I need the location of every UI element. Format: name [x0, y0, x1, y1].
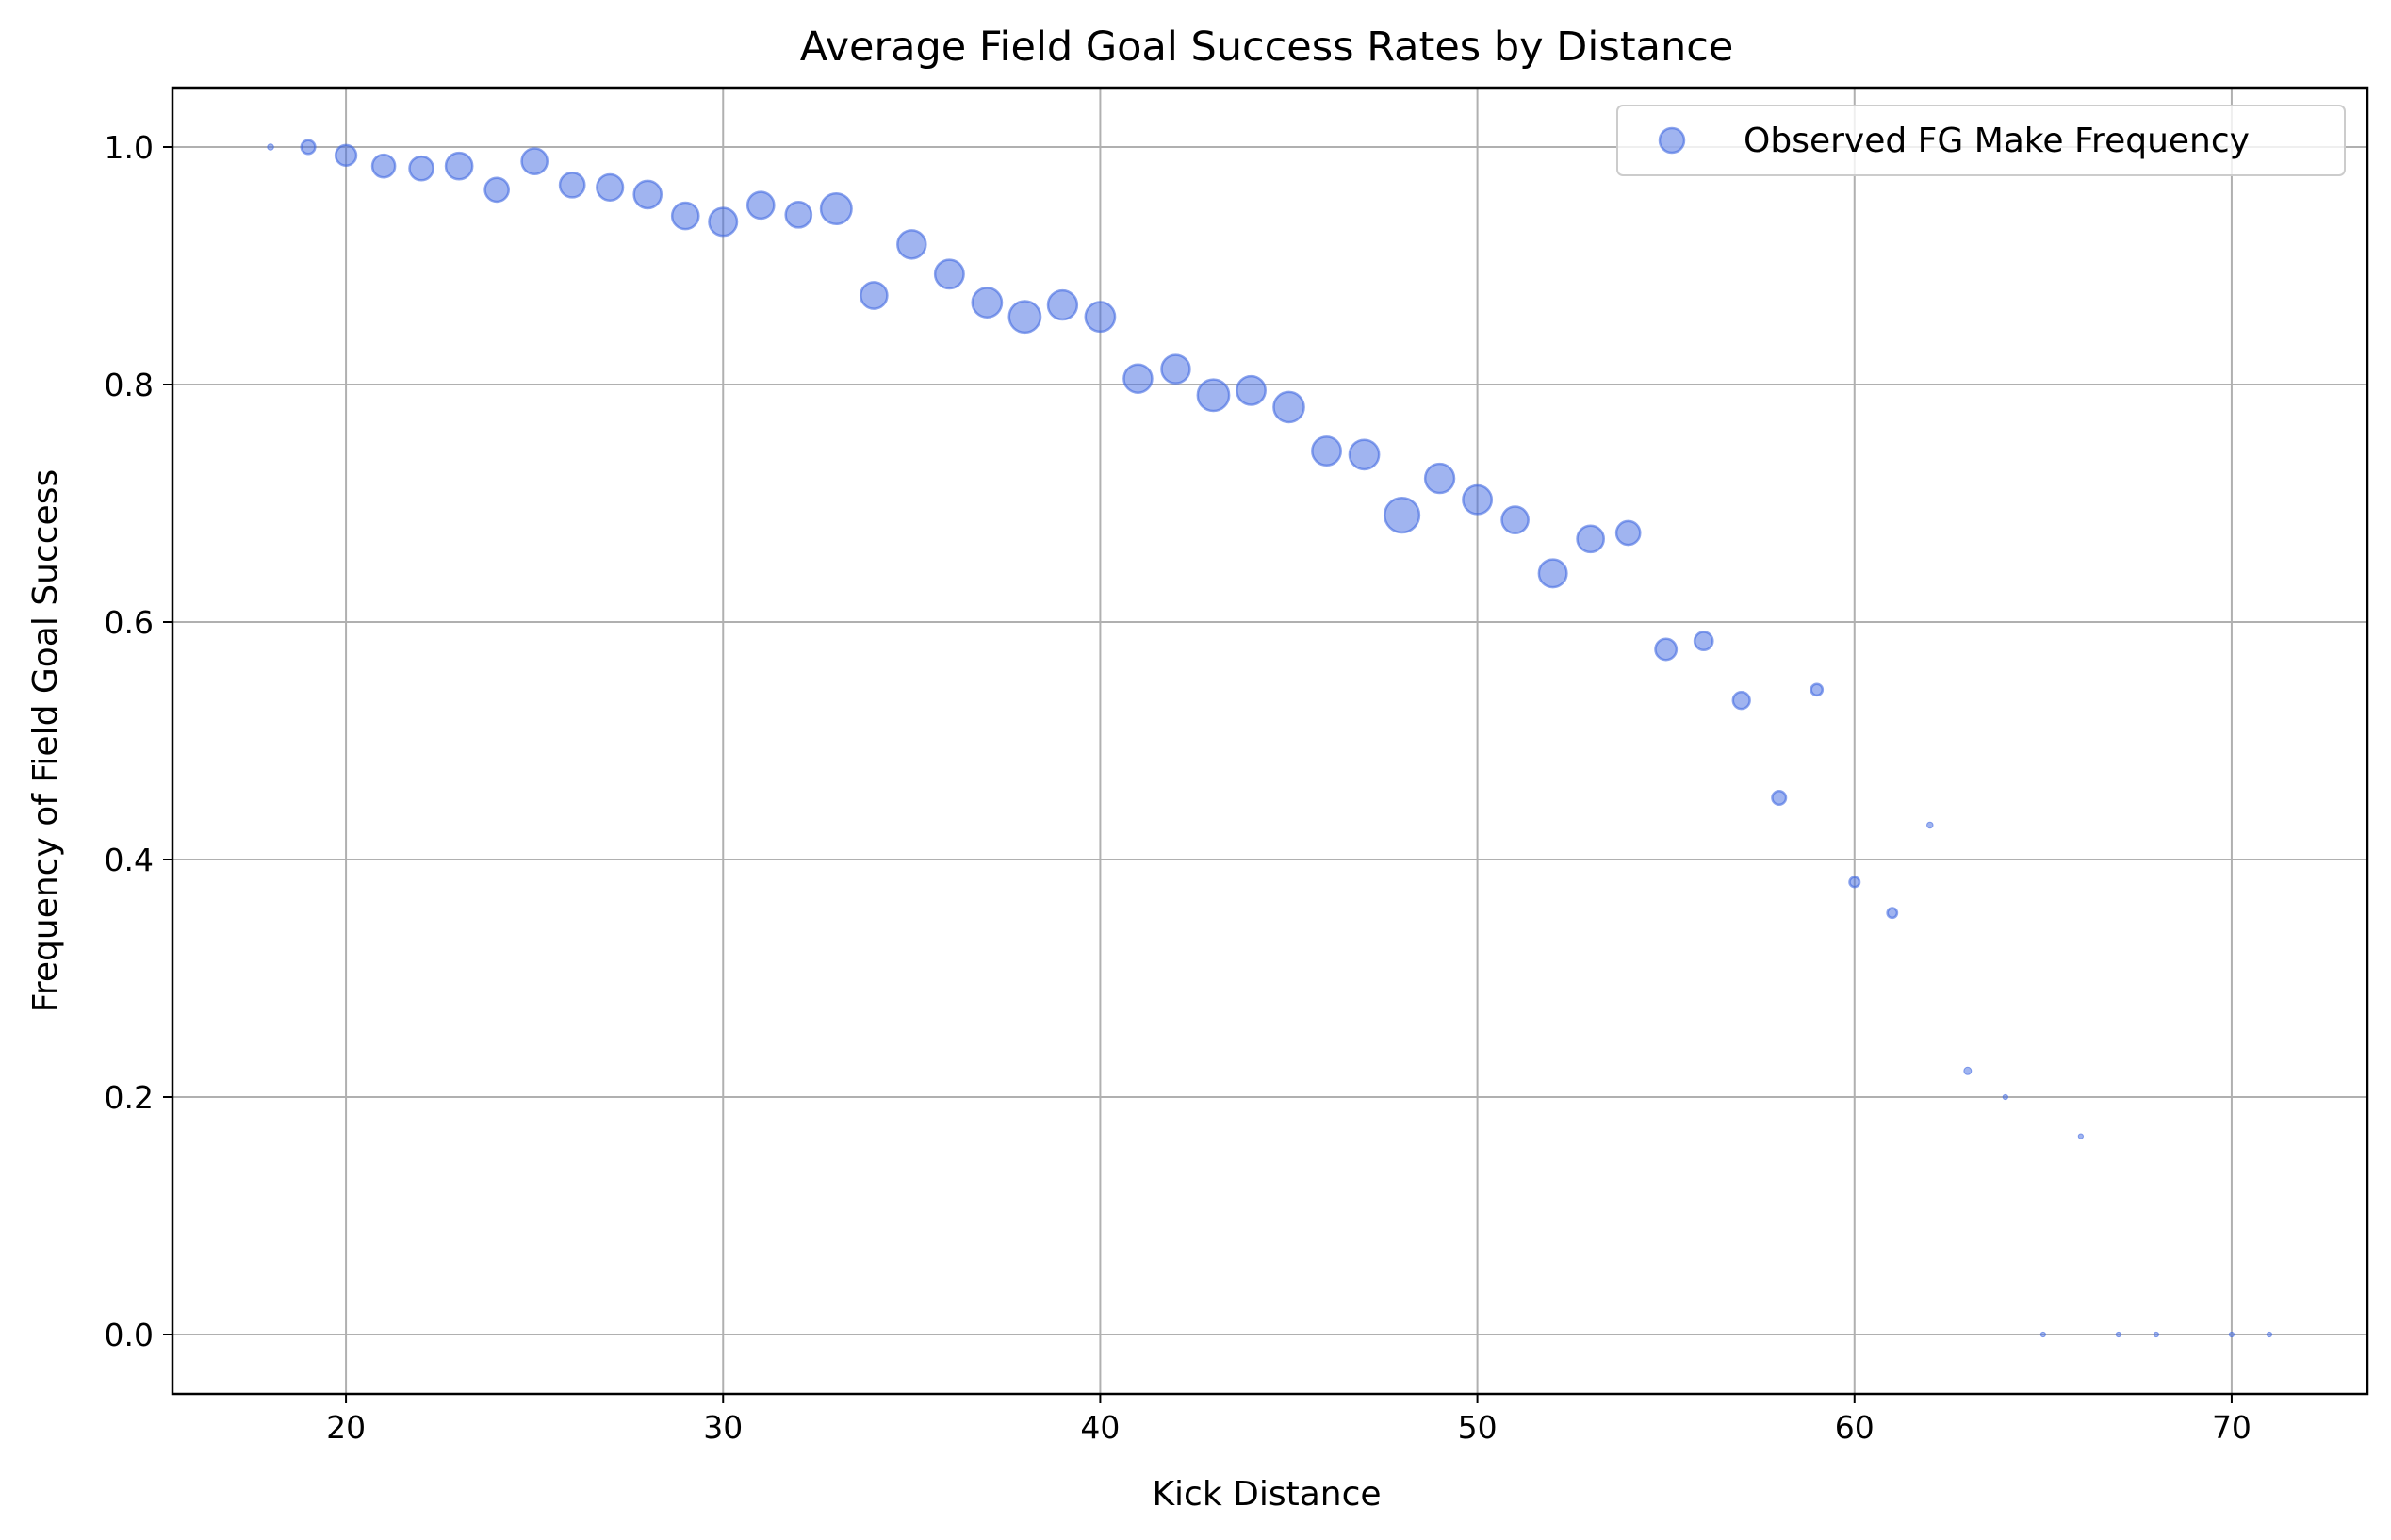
data-point [1046, 288, 1079, 321]
y-axis-label: Frequency of Field Goal Success [26, 469, 65, 1012]
data-point [670, 201, 700, 231]
data-point [1614, 519, 1642, 547]
x-tick-label: 20 [326, 1409, 366, 1446]
data-point [1886, 907, 1899, 920]
data-point [1654, 637, 1679, 662]
data-point [2077, 1133, 2084, 1139]
legend-box [1616, 105, 2346, 176]
y-axis: 0.0 0.2 0.4 0.6 0.8 1.0 [105, 129, 172, 1353]
data-point [784, 200, 813, 229]
data-point [1423, 462, 1456, 495]
x-axis-label: Kick Distance [1152, 1475, 1381, 1514]
data-point [1348, 438, 1381, 471]
y-tick-label: 0.8 [105, 367, 154, 403]
x-tick-label: 50 [1458, 1409, 1498, 1446]
data-point [1196, 378, 1231, 413]
data-point [2115, 1331, 2121, 1338]
data-point [708, 206, 739, 238]
data-point [1311, 435, 1342, 467]
x-tick-label: 40 [1080, 1409, 1120, 1446]
legend-marker [1658, 126, 1686, 155]
data-point [558, 171, 586, 199]
y-tick-label: 1.0 [105, 129, 154, 166]
data-point [2153, 1331, 2160, 1338]
data-point [1383, 496, 1421, 534]
data-point [1236, 374, 1267, 406]
chart-title: Average Field Goal Success Rates by Dist… [800, 24, 1734, 71]
data-point [1963, 1066, 1973, 1075]
data-point [596, 172, 625, 202]
y-tick-label: 0.2 [105, 1079, 154, 1116]
data-point [1462, 483, 1494, 516]
legend-label: Observed FG Make Frequency [1744, 122, 2250, 160]
data-point [971, 287, 1004, 319]
data-points [267, 139, 2273, 1338]
data-point [483, 176, 510, 204]
data-point [408, 155, 434, 182]
y-tick-label: 0.4 [105, 842, 154, 878]
data-point [1084, 301, 1117, 334]
data-point [632, 179, 663, 210]
plot-frame [171, 86, 2369, 1396]
data-point [745, 190, 776, 221]
data-point [1731, 691, 1751, 711]
data-point [1810, 682, 1825, 697]
data-point [2228, 1331, 2235, 1338]
y-tick-label: 0.0 [105, 1317, 154, 1353]
legend: Observed FG Make Frequency [1616, 105, 2346, 176]
data-point [1848, 876, 1861, 889]
data-point [859, 281, 889, 310]
data-point [1771, 789, 1788, 807]
data-point [1926, 821, 1934, 829]
data-point [1160, 353, 1191, 385]
data-point [2266, 1331, 2273, 1338]
x-tick-label: 70 [2212, 1409, 2252, 1446]
data-point [267, 143, 274, 151]
data-point [819, 192, 853, 226]
data-point [933, 258, 965, 290]
data-point [1272, 390, 1305, 424]
data-point [1500, 505, 1530, 534]
data-point [334, 143, 358, 167]
x-axis: 20 30 40 50 60 70 [326, 1394, 2252, 1446]
data-point [2039, 1331, 2046, 1338]
data-point [520, 147, 549, 175]
data-point [896, 229, 927, 260]
data-point [2002, 1093, 2008, 1101]
data-point [300, 139, 317, 156]
y-tick-label: 0.6 [105, 604, 154, 641]
data-point [444, 151, 474, 181]
data-point [1576, 524, 1605, 554]
data-point [1693, 631, 1714, 652]
x-tick-label: 30 [703, 1409, 743, 1446]
x-tick-label: 60 [1835, 1409, 1875, 1446]
data-point [1122, 363, 1154, 394]
data-point [1537, 558, 1568, 589]
data-point [1007, 300, 1042, 335]
data-point [370, 153, 397, 179]
